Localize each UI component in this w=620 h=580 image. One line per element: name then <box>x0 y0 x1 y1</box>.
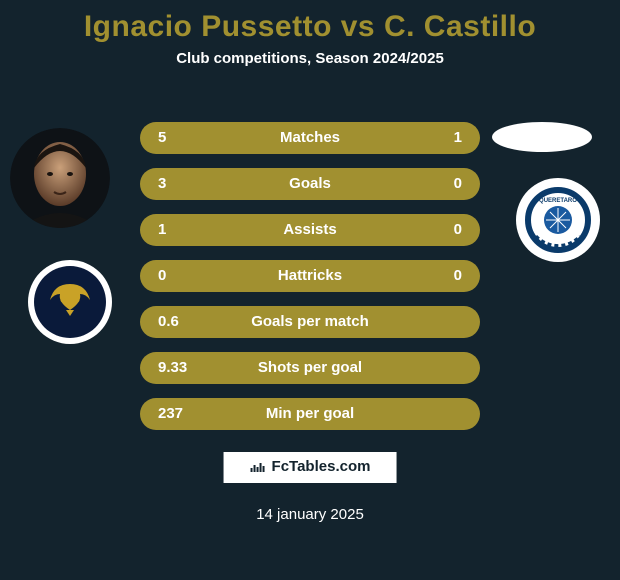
stat-label: Hattricks <box>158 260 462 292</box>
title-player-left: Ignacio Pussetto <box>84 10 332 43</box>
stat-value-right: 1 <box>454 122 462 154</box>
stat-label: Min per goal <box>158 398 462 430</box>
title-player-right: C. Castillo <box>384 10 536 43</box>
club-badge-left-svg <box>28 260 112 344</box>
footer-brand-text: FcTables.com <box>272 458 371 475</box>
stat-value-left: 9.33 <box>158 352 187 384</box>
stat-row: 0.6Goals per match <box>140 306 480 338</box>
stat-label: Matches <box>158 122 462 154</box>
bar-chart-icon <box>250 461 266 473</box>
stat-row: 9.33Shots per goal <box>140 352 480 384</box>
stat-label: Goals per match <box>158 306 462 338</box>
club-badge-right: QUERETARO <box>516 178 600 262</box>
stat-value-left: 3 <box>158 168 166 200</box>
stat-row: 0Hattricks0 <box>140 260 480 292</box>
content-root: Ignacio Pussetto vs C. Castillo Club com… <box>0 0 620 580</box>
stat-value-left: 0.6 <box>158 306 179 338</box>
stat-value-left: 0 <box>158 260 166 292</box>
footer-brand-badge[interactable]: FcTables.com <box>224 452 397 483</box>
stat-value-left: 237 <box>158 398 183 430</box>
page-subtitle: Club competitions, Season 2024/2025 <box>0 50 620 67</box>
stat-row: 237Min per goal <box>140 398 480 430</box>
stat-row: 5Matches1 <box>140 122 480 154</box>
stat-label: Shots per goal <box>158 352 462 384</box>
stat-value-right: 0 <box>454 214 462 246</box>
stat-value-left: 1 <box>158 214 166 246</box>
player-avatar-right-placeholder <box>492 122 592 152</box>
stats-container: 5Matches13Goals01Assists00Hattricks00.6G… <box>140 122 480 444</box>
player-avatar-left <box>10 128 110 228</box>
svg-text:QUERETARO: QUERETARO <box>539 198 577 204</box>
stat-value-right: 0 <box>454 260 462 292</box>
club-badge-right-svg: QUERETARO <box>516 178 600 262</box>
club-badge-left <box>28 260 112 344</box>
title-vs: vs <box>341 10 375 43</box>
stat-value-left: 5 <box>158 122 166 154</box>
stat-label: Assists <box>158 214 462 246</box>
player-avatar-left-svg <box>10 128 110 228</box>
stat-label: Goals <box>158 168 462 200</box>
stat-row: 1Assists0 <box>140 214 480 246</box>
footer-date: 14 january 2025 <box>0 506 620 523</box>
stat-value-right: 0 <box>454 168 462 200</box>
stat-row: 3Goals0 <box>140 168 480 200</box>
page-title: Ignacio Pussetto vs C. Castillo <box>0 0 620 44</box>
